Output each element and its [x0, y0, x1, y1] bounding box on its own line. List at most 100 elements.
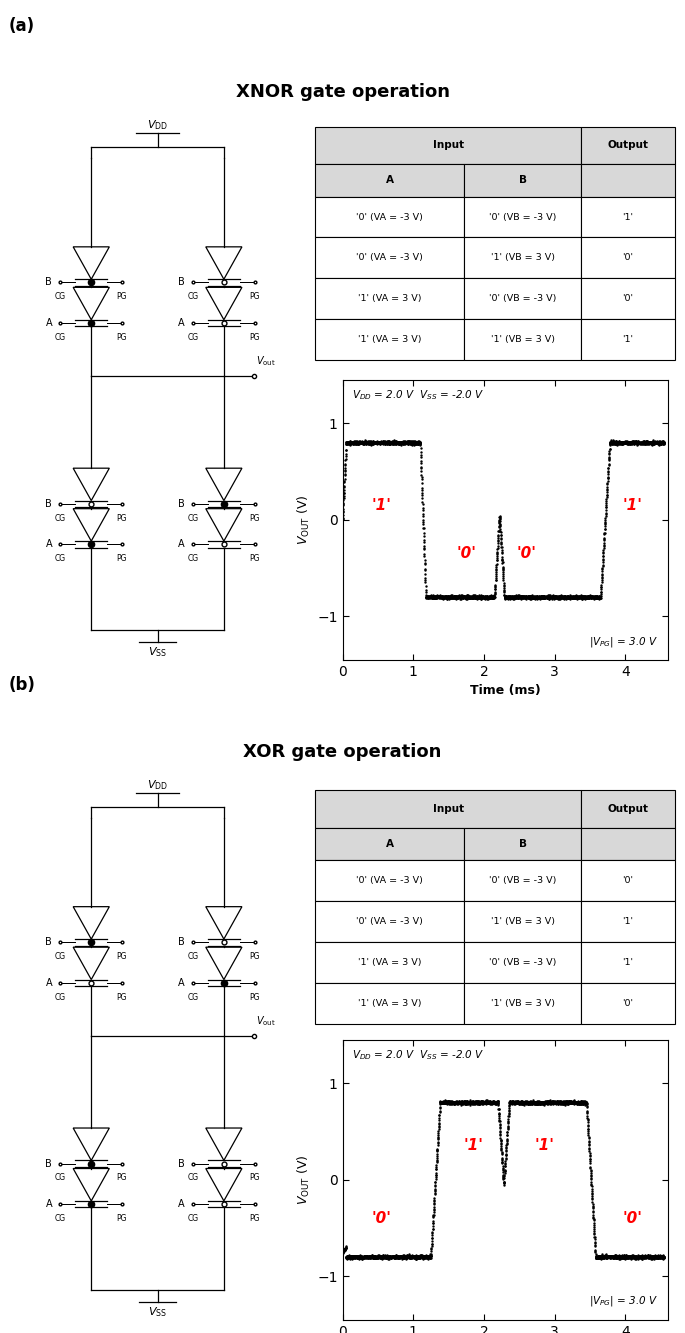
Point	[390, 1248, 401, 1269]
Point	[597, 1246, 608, 1268]
Point	[460, 587, 471, 608]
Point	[531, 1092, 542, 1113]
Point	[610, 432, 621, 453]
Point	[554, 588, 565, 609]
Point	[559, 588, 570, 609]
Point	[390, 431, 401, 452]
Point	[505, 587, 516, 608]
Point	[475, 1090, 486, 1112]
Point	[395, 1246, 406, 1268]
Point	[549, 1090, 560, 1112]
Point	[517, 1092, 528, 1113]
Point	[619, 1248, 630, 1269]
Point	[584, 1145, 595, 1166]
Point	[462, 1092, 473, 1113]
Point	[369, 432, 380, 453]
Point	[601, 1246, 612, 1268]
Point	[339, 464, 350, 485]
Point	[516, 587, 527, 608]
Point	[642, 1246, 653, 1268]
Point	[473, 587, 484, 608]
Point	[436, 585, 447, 607]
Point	[570, 1092, 581, 1113]
Point	[345, 1246, 356, 1268]
Point	[606, 433, 617, 455]
Point	[479, 587, 490, 608]
Point	[545, 587, 556, 608]
Point	[397, 1246, 408, 1268]
Point	[566, 587, 577, 608]
Point	[608, 1246, 619, 1268]
Point	[429, 1193, 440, 1214]
Point	[632, 432, 643, 453]
Point	[381, 1246, 392, 1268]
Point	[408, 432, 419, 453]
Point	[597, 552, 608, 573]
Point	[649, 1245, 660, 1266]
Point	[418, 509, 429, 531]
Point	[416, 1246, 427, 1268]
Point	[385, 1246, 396, 1268]
Point	[562, 587, 573, 608]
Point	[368, 1246, 379, 1268]
Point	[441, 587, 452, 608]
Point	[582, 587, 593, 608]
Point	[505, 588, 516, 609]
Point	[406, 1246, 416, 1268]
Point	[519, 587, 530, 608]
Point	[536, 587, 547, 608]
Point	[544, 587, 555, 608]
Point	[392, 432, 403, 453]
Point	[599, 1246, 610, 1268]
Point	[648, 1246, 659, 1268]
Point	[504, 1093, 515, 1114]
Point	[453, 1092, 464, 1113]
Point	[615, 432, 626, 453]
Point	[347, 1245, 358, 1266]
Point	[415, 1245, 426, 1266]
Point	[500, 1148, 511, 1169]
Point	[523, 1092, 534, 1113]
Point	[566, 1090, 577, 1112]
Point	[647, 1246, 658, 1268]
Point	[342, 431, 353, 452]
Point	[549, 587, 560, 608]
Point	[511, 585, 522, 607]
Point	[632, 432, 643, 453]
Point	[529, 587, 540, 608]
Point	[524, 1090, 535, 1112]
Point	[419, 552, 430, 573]
Point	[451, 1092, 462, 1113]
Point	[617, 1246, 628, 1268]
Point	[510, 587, 521, 608]
Point	[595, 581, 606, 603]
Point	[583, 587, 594, 608]
Point	[425, 1246, 436, 1268]
Point	[519, 1092, 530, 1113]
Point	[643, 1245, 654, 1266]
Point	[645, 432, 656, 453]
Point	[373, 1245, 384, 1266]
Point	[390, 1245, 401, 1266]
Point	[367, 431, 378, 452]
Point	[469, 587, 479, 608]
Point	[389, 1245, 400, 1266]
Point	[579, 588, 590, 609]
Point	[360, 432, 371, 453]
Point	[534, 588, 545, 609]
Point	[570, 1092, 581, 1113]
Point	[535, 587, 546, 608]
Point	[402, 1246, 413, 1268]
Point	[439, 1090, 450, 1112]
Point	[389, 431, 400, 452]
Point	[523, 588, 534, 609]
Point	[446, 585, 457, 607]
Point	[506, 587, 517, 608]
Point	[430, 587, 441, 608]
Point	[550, 1092, 561, 1113]
Point	[645, 1246, 656, 1268]
Point	[506, 1092, 517, 1113]
Point	[363, 433, 374, 455]
Point	[416, 467, 427, 488]
Point	[405, 431, 416, 452]
